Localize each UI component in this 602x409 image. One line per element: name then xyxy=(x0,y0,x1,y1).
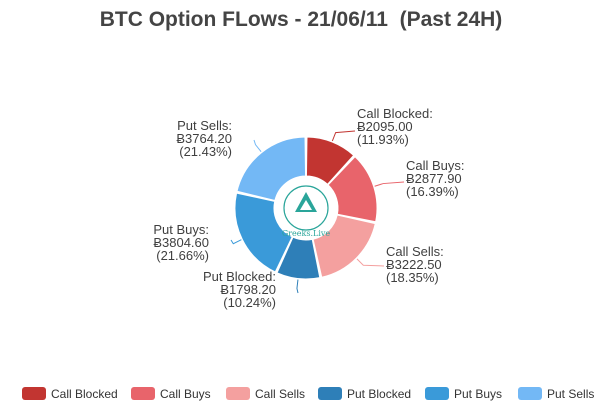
slice-label-value: Ƀ3222.50 xyxy=(386,257,442,272)
slice-label-percent: (21.43%) xyxy=(179,144,232,159)
slice-put-sells xyxy=(236,136,307,201)
legend-swatch xyxy=(22,387,46,400)
chart-title: BTC Option FLows - 21/06/11 (Past 24H) xyxy=(99,8,503,31)
slice-label-percent: (10.24%) xyxy=(223,295,276,310)
slice-label-name: Put Blocked: xyxy=(203,269,276,284)
slice-label-value: Ƀ2877.90 xyxy=(406,171,462,186)
slice-label-put-sells: Put Sells: Ƀ3764.20 (21.43%) xyxy=(176,118,232,159)
slice-call-blocked xyxy=(305,136,355,185)
leader-line-call-buys xyxy=(374,181,405,187)
slice-label-put-blocked: Put Blocked: Ƀ1798.20 (10.24%) xyxy=(203,269,276,310)
slice-label-name: Call Sells: xyxy=(386,244,444,259)
greeks-live-logo: Greeks.Live xyxy=(282,185,331,238)
slice-label-call-buys: Call Buys: Ƀ2877.90 (16.39%) xyxy=(406,158,465,199)
slice-label-percent: (21.66%) xyxy=(156,248,209,263)
leader-line-put-blocked xyxy=(296,279,299,294)
leader-line-put-sells xyxy=(253,139,262,153)
legend-swatch xyxy=(518,387,542,400)
legend-swatch xyxy=(131,387,155,400)
slice-label-call-sells: Call Sells: Ƀ3222.50 (18.35%) xyxy=(386,244,444,285)
leader-line-call-sells xyxy=(356,258,385,267)
legend-swatch xyxy=(425,387,449,400)
legend-label: Put Sells xyxy=(547,387,594,401)
donut-slices xyxy=(234,136,378,280)
slice-label-name: Put Buys: xyxy=(153,222,209,237)
legend-item-call-buys[interactable]: Call Buys xyxy=(131,387,211,401)
slice-put-buys xyxy=(234,192,293,273)
legend-item-call-blocked[interactable]: Call Blocked xyxy=(22,387,118,401)
legend-swatch xyxy=(226,387,250,400)
slice-call-buys xyxy=(327,156,378,223)
slice-label-value: Ƀ1798.20 xyxy=(220,282,276,297)
chart-legend: Call Blocked Call Buys Call Sells Put Block… xyxy=(22,387,594,401)
slice-label-name: Call Blocked: xyxy=(357,106,433,121)
slice-label-value: Ƀ3804.60 xyxy=(153,235,209,250)
slice-put-blocked xyxy=(276,236,321,280)
legend-label: Put Buys xyxy=(454,387,502,401)
leader-line-put-buys xyxy=(230,239,242,245)
legend-swatch xyxy=(318,387,342,400)
leader-line-call-blocked xyxy=(331,130,356,142)
legend-item-put-blocked[interactable]: Put Blocked xyxy=(318,387,411,401)
legend-item-call-sells[interactable]: Call Sells xyxy=(226,387,305,401)
slice-label-name: Call Buys: xyxy=(406,158,465,173)
legend-label: Put Blocked xyxy=(347,387,411,401)
slice-label-percent: (18.35%) xyxy=(386,270,439,285)
slice-label-call-blocked: Call Blocked: Ƀ2095.00 (11.93%) xyxy=(357,106,433,147)
slice-label-value: Ƀ2095.00 xyxy=(357,119,413,134)
slice-label-name: Put Sells: xyxy=(177,118,232,133)
legend-item-put-buys[interactable]: Put Buys xyxy=(425,387,502,401)
slice-labels: Call Blocked: Ƀ2095.00 (11.93%)Call Buys: Ƀ… xyxy=(153,106,464,310)
label-leader-lines xyxy=(230,130,405,294)
logo-text: Greeks.Live xyxy=(282,229,331,238)
slice-label-percent: (11.93%) xyxy=(357,132,409,147)
legend-item-put-sells[interactable]: Put Sells xyxy=(518,387,594,401)
slice-label-value: Ƀ3764.20 xyxy=(176,131,232,146)
slice-label-percent: (16.39%) xyxy=(406,184,459,199)
legend-label: Call Buys xyxy=(160,387,211,401)
slice-call-sells xyxy=(312,214,376,278)
legend-label: Call Sells xyxy=(255,387,305,401)
legend-label: Call Blocked xyxy=(51,387,118,401)
slice-label-put-buys: Put Buys: Ƀ3804.60 (21.66%) xyxy=(153,222,209,263)
